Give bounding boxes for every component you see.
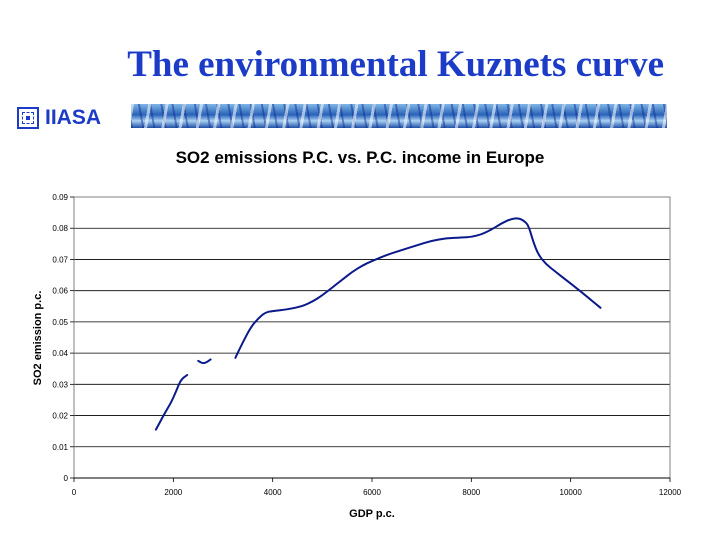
y-tick-label: 0 (64, 474, 69, 483)
chart-axes (73, 196, 671, 479)
y-tick-label: 0.06 (52, 287, 68, 296)
series-line-segment-2 (197, 358, 212, 365)
x-tick-label: 6000 (363, 488, 381, 497)
header-banner (131, 104, 667, 128)
y-tick-label: 0.04 (52, 349, 68, 358)
x-axis-label: GDP p.c. (349, 508, 395, 520)
series-line-segment-3 (234, 217, 602, 359)
y-tick-label: 0.09 (52, 193, 68, 202)
iiasa-logo-icon (17, 107, 39, 129)
y-axis-label: SO2 emission p.c. (32, 291, 44, 386)
chart-title: SO2 emissions P.C. vs. P.C. income in Eu… (175, 148, 545, 167)
x-tick-label: 0 (72, 488, 77, 497)
y-tick-label: 0.02 (52, 412, 68, 421)
slide-title: The environmental Kuznets curve (127, 44, 664, 85)
y-tick-label: 0.03 (52, 380, 68, 389)
x-tick-label: 12000 (659, 488, 682, 497)
y-tick-label: 0.07 (52, 255, 68, 264)
x-tick-label: 4000 (264, 488, 282, 497)
x-tick-label: 10000 (560, 488, 583, 497)
brand-name: IIASA (45, 106, 102, 129)
chart-series (154, 217, 602, 431)
x-tick-label: 8000 (462, 488, 480, 497)
y-tick-label: 0.08 (52, 224, 68, 233)
series-line-segment-1 (154, 374, 189, 431)
y-tick-label: 0.05 (52, 318, 68, 327)
chart-grid (74, 196, 670, 479)
brand: IIASA (17, 106, 101, 130)
y-axis-ticks: 0 0.01 0.02 0.03 0.04 0.05 0.06 0.07 0.08 0.09 (52, 193, 74, 483)
y-tick-label: 0.01 (52, 443, 68, 452)
plot-area (73, 196, 671, 479)
x-axis-ticks: 0 2000 4000 6000 8000 10000 12000 (72, 478, 682, 497)
x-tick-label: 2000 (164, 488, 182, 497)
